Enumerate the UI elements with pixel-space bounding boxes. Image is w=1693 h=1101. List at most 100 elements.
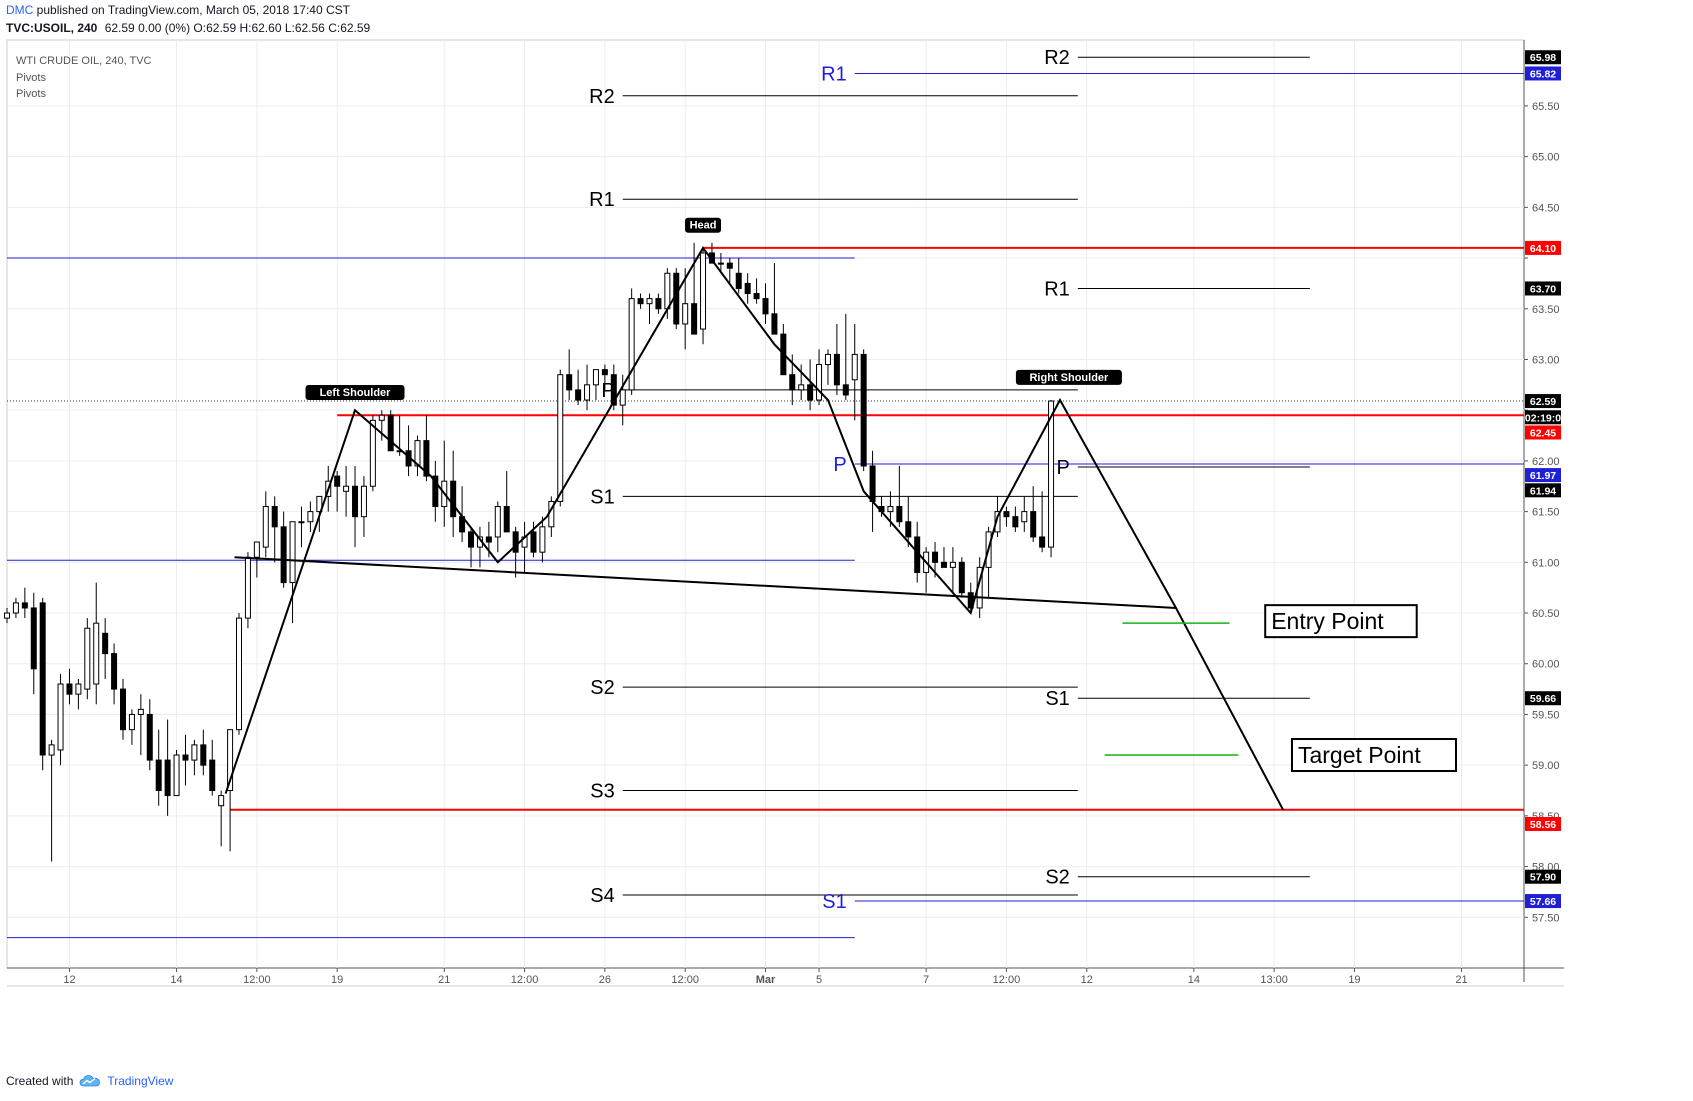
- candle[interactable]: [566, 349, 573, 401]
- candle[interactable]: [334, 471, 341, 512]
- candle[interactable]: [735, 258, 742, 294]
- candle[interactable]: [4, 607, 10, 624]
- candle[interactable]: [57, 673, 64, 766]
- candle[interactable]: [949, 547, 956, 593]
- candle[interactable]: [236, 613, 243, 735]
- candle[interactable]: [860, 349, 867, 472]
- candle[interactable]: [539, 516, 546, 563]
- candle[interactable]: [717, 252, 724, 274]
- candle[interactable]: [1003, 506, 1010, 527]
- candle[interactable]: [84, 618, 91, 700]
- candle[interactable]: [798, 364, 805, 401]
- candle[interactable]: [646, 293, 653, 324]
- candle[interactable]: [48, 739, 55, 862]
- candle[interactable]: [601, 364, 608, 390]
- candle[interactable]: [423, 415, 430, 482]
- candle[interactable]: [307, 501, 314, 532]
- candle[interactable]: [102, 618, 109, 679]
- time-axis[interactable]: 12 14 12:00 19 21 12:00 26 12:00 Mar 5 7 12:00 12 14 1…: [63, 968, 1468, 986]
- candle[interactable]: [512, 526, 519, 578]
- candle[interactable]: [289, 521, 296, 624]
- pattern-zigzag[interactable]: [224, 246, 1284, 811]
- candle[interactable]: [557, 369, 564, 507]
- candle[interactable]: [244, 552, 251, 629]
- candle[interactable]: [824, 349, 831, 385]
- candle[interactable]: [655, 293, 662, 314]
- annotation-badge[interactable]: Right Shoulder: [1015, 369, 1122, 385]
- candle[interactable]: [744, 273, 751, 304]
- candle[interactable]: [66, 668, 73, 705]
- candle[interactable]: [762, 283, 769, 324]
- candle[interactable]: [21, 587, 28, 619]
- candle[interactable]: [352, 465, 359, 548]
- annotation-box[interactable]: Entry Point: [1264, 604, 1418, 639]
- candle[interactable]: [146, 699, 153, 771]
- candle[interactable]: [628, 288, 635, 395]
- candle[interactable]: [262, 491, 269, 558]
- candle[interactable]: [691, 242, 698, 335]
- candle[interactable]: [503, 471, 510, 533]
- price-axis[interactable]: 57.5058.0058.5059.0059.5060.0060.5061.00…: [1524, 101, 1560, 924]
- candle[interactable]: [253, 541, 260, 578]
- candle[interactable]: [155, 729, 162, 806]
- candle[interactable]: [450, 450, 457, 537]
- candle[interactable]: [93, 582, 100, 705]
- candle[interactable]: [209, 739, 216, 796]
- candle[interactable]: [807, 359, 814, 411]
- candle[interactable]: [905, 496, 912, 548]
- candle[interactable]: [753, 278, 760, 304]
- candle[interactable]: [387, 410, 394, 452]
- candle[interactable]: [280, 511, 287, 588]
- candle[interactable]: [369, 415, 376, 492]
- tradingview-link[interactable]: TradingView: [107, 1074, 174, 1088]
- candle[interactable]: [191, 739, 198, 776]
- candle[interactable]: [530, 521, 537, 558]
- candle[interactable]: [584, 364, 591, 411]
- candle[interactable]: [298, 506, 305, 548]
- annotation-badge[interactable]: Head: [685, 217, 722, 233]
- annotation-box[interactable]: Target Point: [1290, 738, 1457, 773]
- candle[interactable]: [200, 729, 207, 776]
- candle[interactable]: [12, 597, 19, 619]
- candle[interactable]: [39, 597, 46, 771]
- candle[interactable]: [378, 410, 385, 441]
- candle[interactable]: [271, 496, 278, 563]
- candle[interactable]: [958, 557, 965, 598]
- candle[interactable]: [1048, 400, 1055, 558]
- candle[interactable]: [173, 749, 180, 797]
- candle[interactable]: [682, 268, 689, 350]
- candle[interactable]: [1012, 506, 1019, 532]
- candle[interactable]: [128, 709, 135, 745]
- candle[interactable]: [137, 694, 144, 756]
- candle[interactable]: [896, 465, 903, 527]
- author-link[interactable]: DMC: [6, 3, 34, 17]
- candle[interactable]: [851, 323, 858, 421]
- candle[interactable]: [111, 643, 118, 705]
- annotation-badge[interactable]: Left Shoulder: [305, 385, 405, 401]
- candle[interactable]: [120, 678, 127, 740]
- candle[interactable]: [227, 729, 234, 852]
- candle[interactable]: [816, 349, 823, 406]
- candle[interactable]: [637, 293, 644, 309]
- candle[interactable]: [218, 790, 225, 847]
- candle[interactable]: [360, 476, 367, 537]
- candle[interactable]: [940, 547, 947, 568]
- candle[interactable]: [592, 369, 599, 401]
- candle[interactable]: [468, 526, 475, 568]
- candle[interactable]: [182, 734, 189, 786]
- candle[interactable]: [343, 465, 350, 517]
- candle[interactable]: [432, 460, 439, 522]
- tradingview-cloud-logo-icon[interactable]: [79, 1074, 101, 1088]
- candle[interactable]: [30, 592, 37, 695]
- candle[interactable]: [494, 501, 501, 553]
- candle[interactable]: [164, 719, 171, 816]
- candle[interactable]: [75, 678, 82, 710]
- candle[interactable]: [1039, 491, 1046, 553]
- candle[interactable]: [833, 323, 840, 395]
- candle[interactable]: [1021, 496, 1028, 532]
- candle[interactable]: [771, 263, 778, 335]
- candle[interactable]: [1030, 486, 1037, 543]
- candle[interactable]: [700, 247, 707, 345]
- candle[interactable]: [726, 258, 733, 284]
- candle[interactable]: [414, 435, 421, 477]
